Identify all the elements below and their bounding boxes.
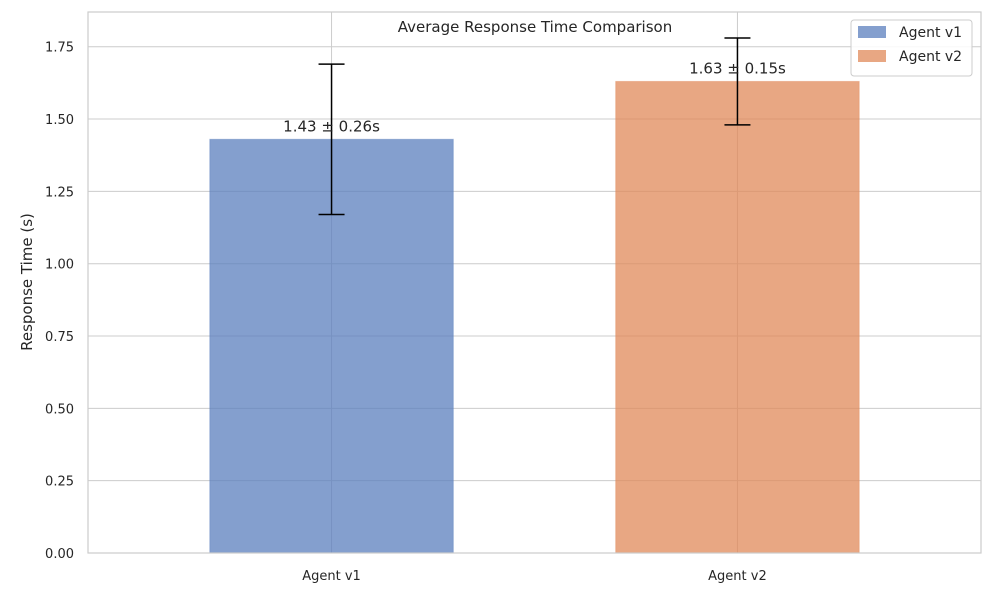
y-tick-label: 0.00 (45, 547, 74, 562)
bar-agent-v2 (615, 80, 860, 554)
legend-swatch (858, 26, 886, 38)
y-tick-labels: 0.00 0.25 0.50 0.75 1.00 1.25 1.50 1.75 (45, 41, 74, 562)
error-bar (318, 63, 345, 216)
error-bar (724, 37, 751, 126)
data-label: 1.43 ± 0.26s (283, 117, 380, 135)
x-tick-label: Agent v1 (302, 569, 361, 584)
y-tick-label: 1.00 (45, 258, 74, 273)
plot-frame (87, 11, 982, 554)
data-label: 1.63 ± 0.15s (689, 59, 786, 77)
y-tick-label: 0.50 (45, 402, 74, 417)
y-tick-label: 0.75 (45, 330, 74, 345)
legend-swatch (858, 50, 886, 62)
legend-entry-label: Agent v2 (899, 49, 962, 65)
data-labels: 1.43 ± 0.26s 1.63 ± 0.15s (283, 59, 786, 135)
x-tick-label: Agent v2 (708, 569, 767, 584)
chart-title: Average Response Time Comparison (398, 18, 672, 36)
y-tick-label: 1.50 (45, 113, 74, 128)
y-tick-label: 1.25 (45, 185, 74, 200)
y-tick-label: 1.75 (45, 41, 74, 56)
legend: Agent v1 Agent v2 (850, 19, 973, 77)
legend-entry-label: Agent v1 (899, 25, 962, 41)
bars (209, 80, 860, 554)
x-tick-labels: Agent v1 Agent v2 (302, 569, 766, 584)
y-tick-label: 0.25 (45, 475, 74, 490)
y-axis-title: Response Time (s) (18, 213, 36, 351)
error-bars (318, 37, 751, 216)
